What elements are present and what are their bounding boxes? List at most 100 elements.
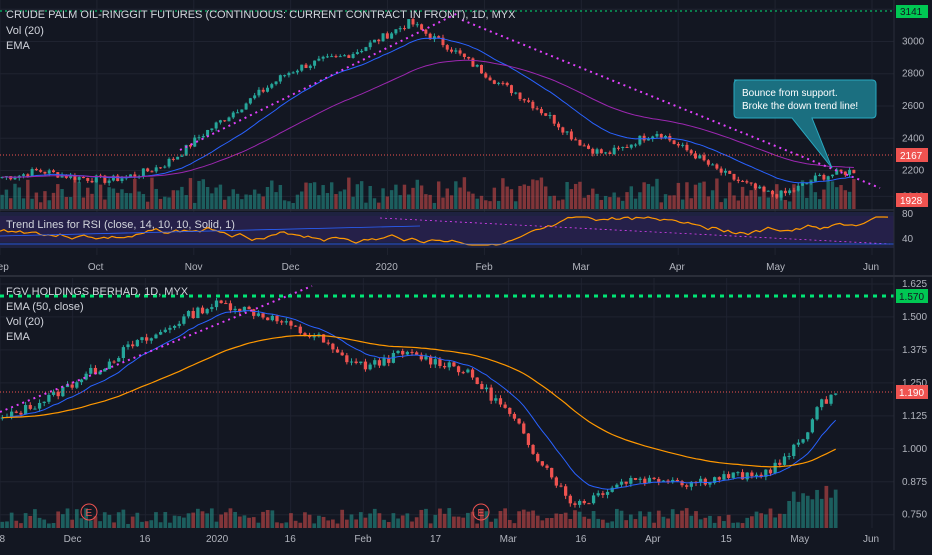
top-time-axis[interactable]: Sep Oct Nov Dec 2020 Feb Mar Apr May Jun	[0, 262, 879, 273]
top-candle-17	[73, 175, 77, 180]
top-candle-38	[163, 166, 167, 168]
top-candle-8	[34, 168, 38, 171]
annotation-callout[interactable]: Bounce from support. Broke the down tren…	[733, 79, 877, 169]
top-candle-106	[454, 50, 458, 52]
bot-vol-bar-26	[121, 509, 126, 528]
top-candle-93	[398, 28, 402, 30]
top-vol-bar-73	[312, 182, 317, 209]
top-vol-bar-38	[163, 196, 167, 209]
top-candle-104	[445, 45, 449, 50]
bottom-time-axis[interactable]: 18 Dec 16 2020 16 Feb 17 Mar 16 Apr 15 May Jun	[0, 534, 879, 545]
top-vol-bar-85	[364, 202, 368, 209]
bot-candle-28	[131, 344, 135, 347]
bot-candle-58	[270, 315, 274, 321]
bot-candle-7	[33, 408, 37, 410]
top-vol-bar-148	[633, 198, 638, 209]
top-vol-bar-71	[304, 182, 308, 209]
bottom-indicator-vol: Vol (20)	[6, 316, 44, 328]
bot-ytick-6: 1.500	[902, 312, 927, 323]
top-candle-74	[317, 58, 321, 61]
bot-candle-20	[93, 367, 98, 375]
bot-vol-bar-43	[200, 511, 205, 528]
top-vol-bar-126	[539, 177, 544, 209]
top-vol-bar-156	[668, 195, 672, 209]
top-candle-33	[141, 168, 145, 177]
top-candle-198	[848, 169, 852, 175]
top-vol-bar-3	[13, 183, 17, 209]
top-candle-83	[355, 52, 359, 54]
top-candle-134	[574, 139, 578, 141]
bot-candle-97	[452, 362, 456, 367]
top-candle-35	[150, 171, 154, 173]
bot-vol-bar-106	[493, 518, 498, 528]
top-vol-bar-82	[351, 196, 355, 209]
bot-candle-102	[475, 377, 479, 385]
top-vol-bar-159	[680, 199, 685, 209]
top-vol-bar-109	[466, 191, 471, 209]
bot-vol-bar-131	[610, 521, 615, 528]
earnings-marker-1[interactable]: E	[80, 503, 98, 521]
top-candle-67	[287, 72, 291, 76]
top-vol-bar-19	[81, 197, 86, 209]
top-vol-bar-9	[38, 202, 43, 209]
bot-vol-bar-78	[363, 517, 368, 528]
top-candle-199	[852, 169, 856, 174]
top-vol-bar-116	[496, 200, 501, 209]
top-candle-11	[47, 170, 51, 174]
bot-vol-bar-159	[740, 523, 745, 528]
top-vol-bar-92	[394, 184, 398, 209]
top-vol-bar-163	[698, 182, 702, 209]
top-vol-bar-12	[51, 192, 56, 209]
top-vol-bar-172	[736, 200, 741, 209]
top-resistance-badge-text: 3141	[900, 7, 923, 18]
top-candle-108	[462, 53, 466, 57]
top-candle-39	[167, 158, 171, 167]
top-candle-159	[681, 144, 685, 146]
bot-vol-bar-147	[684, 508, 689, 528]
bot-vol-bar-121	[563, 512, 568, 528]
bottom-price-axis[interactable]: 0.750 0.875 1.000 1.125 1.250 1.375 1.500 1.625	[902, 279, 927, 521]
bot-candle-18	[84, 373, 88, 380]
bot-candle-148	[689, 481, 693, 487]
bot-candle-91	[424, 356, 428, 360]
bot-candle-129	[601, 493, 605, 495]
top-vol-bar-56	[240, 199, 244, 209]
top-vol-bar-111	[475, 198, 479, 209]
top-ytick-3: 2600	[902, 101, 925, 112]
bot-vol-bar-143	[666, 518, 670, 528]
top-vol-bar-75	[321, 185, 325, 209]
bot-candle-150	[699, 478, 703, 483]
top-candle-79	[338, 56, 342, 58]
bot-candle-5	[23, 405, 28, 415]
top-vol-bar-13	[56, 184, 60, 209]
top-vol-bar-176	[753, 185, 758, 209]
top-candle-162	[694, 153, 697, 159]
top-candle-127	[544, 113, 548, 116]
top-candle-16	[69, 175, 73, 178]
bot-candle-171	[796, 442, 801, 445]
top-candle-76	[325, 56, 329, 58]
top-vol-bar-101	[432, 202, 437, 209]
earnings-marker-2[interactable]: E	[472, 503, 490, 521]
top-candle-3	[13, 177, 17, 180]
top-candle-150	[642, 135, 646, 141]
bot-xtick-12: Jun	[863, 534, 879, 545]
top-candle-65	[278, 75, 282, 82]
top-candle-133	[569, 131, 573, 140]
bot-candle-93	[433, 359, 437, 365]
top-candle-165	[706, 160, 710, 165]
top-candle-148	[634, 144, 638, 146]
bot-candle-11	[51, 391, 56, 395]
bot-candle-60	[280, 321, 284, 323]
bot-vol-bar-75	[349, 514, 354, 528]
bot-vol-bar-8	[37, 517, 42, 528]
top-candle-112	[480, 64, 483, 74]
bot-vol-bar-36	[168, 522, 172, 528]
top-vol-bar-1	[4, 189, 9, 209]
top-candle-51	[218, 120, 222, 123]
top-candle-114	[488, 77, 492, 81]
bot-candle-23	[107, 361, 112, 370]
bot-vol-bar-113	[526, 511, 531, 528]
